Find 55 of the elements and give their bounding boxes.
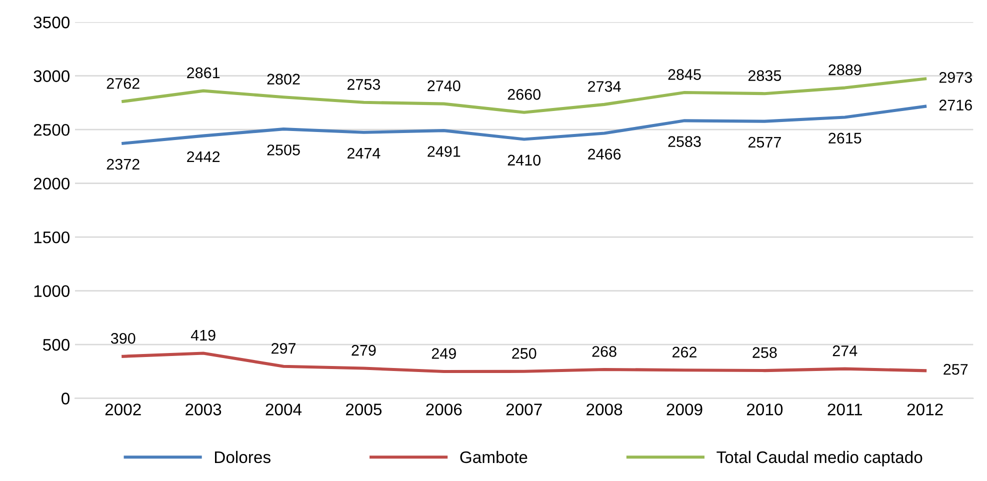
data-label: 249 — [432, 348, 456, 359]
data-label: 2973 — [939, 72, 972, 83]
data-label: 2753 — [347, 79, 380, 90]
data-label: 2491 — [428, 146, 460, 157]
legend-label: Gambote — [460, 450, 528, 464]
data-label: 2442 — [187, 151, 220, 162]
data-label: 2845 — [668, 69, 701, 80]
data-label: 2861 — [187, 67, 220, 78]
data-label: 2505 — [267, 144, 300, 156]
data-label: 262 — [672, 346, 696, 358]
x-tick-label: 2007 — [506, 404, 542, 416]
data-label: 2583 — [668, 136, 701, 147]
y-tick-label: 500 — [43, 338, 70, 351]
data-label: 2889 — [828, 64, 862, 76]
data-label: 2372 — [106, 158, 140, 170]
data-label: 268 — [592, 346, 616, 357]
data-label: 2577 — [748, 136, 781, 148]
data-label: 2762 — [106, 78, 140, 89]
data-label: 279 — [352, 344, 376, 356]
legend-label: Dolores — [215, 450, 270, 464]
x-tick-label: 2002 — [105, 404, 141, 416]
y-tick-label: 1000 — [34, 285, 70, 297]
y-tick-label: 1500 — [34, 231, 70, 244]
data-label: 2835 — [748, 70, 782, 82]
data-label: 390 — [110, 332, 136, 344]
legend-label: Total Caudal medio captado — [716, 450, 922, 466]
data-label: 258 — [752, 347, 777, 358]
data-label: 2740 — [428, 80, 460, 92]
y-tick-label: 3500 — [34, 16, 70, 28]
data-label: 2466 — [588, 148, 621, 160]
x-tick-label: 2008 — [586, 404, 622, 416]
x-tick-label: 2004 — [266, 404, 302, 416]
data-label: 2734 — [588, 81, 621, 92]
x-tick-label: 2009 — [666, 404, 702, 416]
x-tick-label: 2012 — [907, 404, 943, 416]
x-tick-label: 2010 — [746, 404, 783, 416]
y-tick-label: 3000 — [34, 70, 70, 82]
x-tick-label: 2003 — [186, 404, 222, 416]
data-label: 2615 — [828, 132, 862, 144]
data-label: 2410 — [508, 154, 540, 166]
data-label: 2716 — [939, 100, 972, 110]
data-label: 297 — [272, 342, 296, 354]
y-tick-label: 2000 — [34, 178, 70, 190]
data-label: 274 — [832, 345, 858, 356]
data-label: 2802 — [267, 74, 300, 85]
y-tick-label: 2500 — [34, 124, 70, 136]
data-label: 2660 — [508, 89, 540, 100]
x-tick-label: 2011 — [828, 404, 862, 416]
data-label: 419 — [190, 330, 216, 341]
data-label: 250 — [512, 348, 536, 359]
x-tick-label: 2006 — [426, 404, 462, 416]
data-label: 257 — [944, 364, 968, 375]
y-tick-label: 0 — [62, 392, 70, 404]
data-label: 2474 — [347, 148, 380, 159]
x-tick-label: 2005 — [346, 404, 382, 416]
